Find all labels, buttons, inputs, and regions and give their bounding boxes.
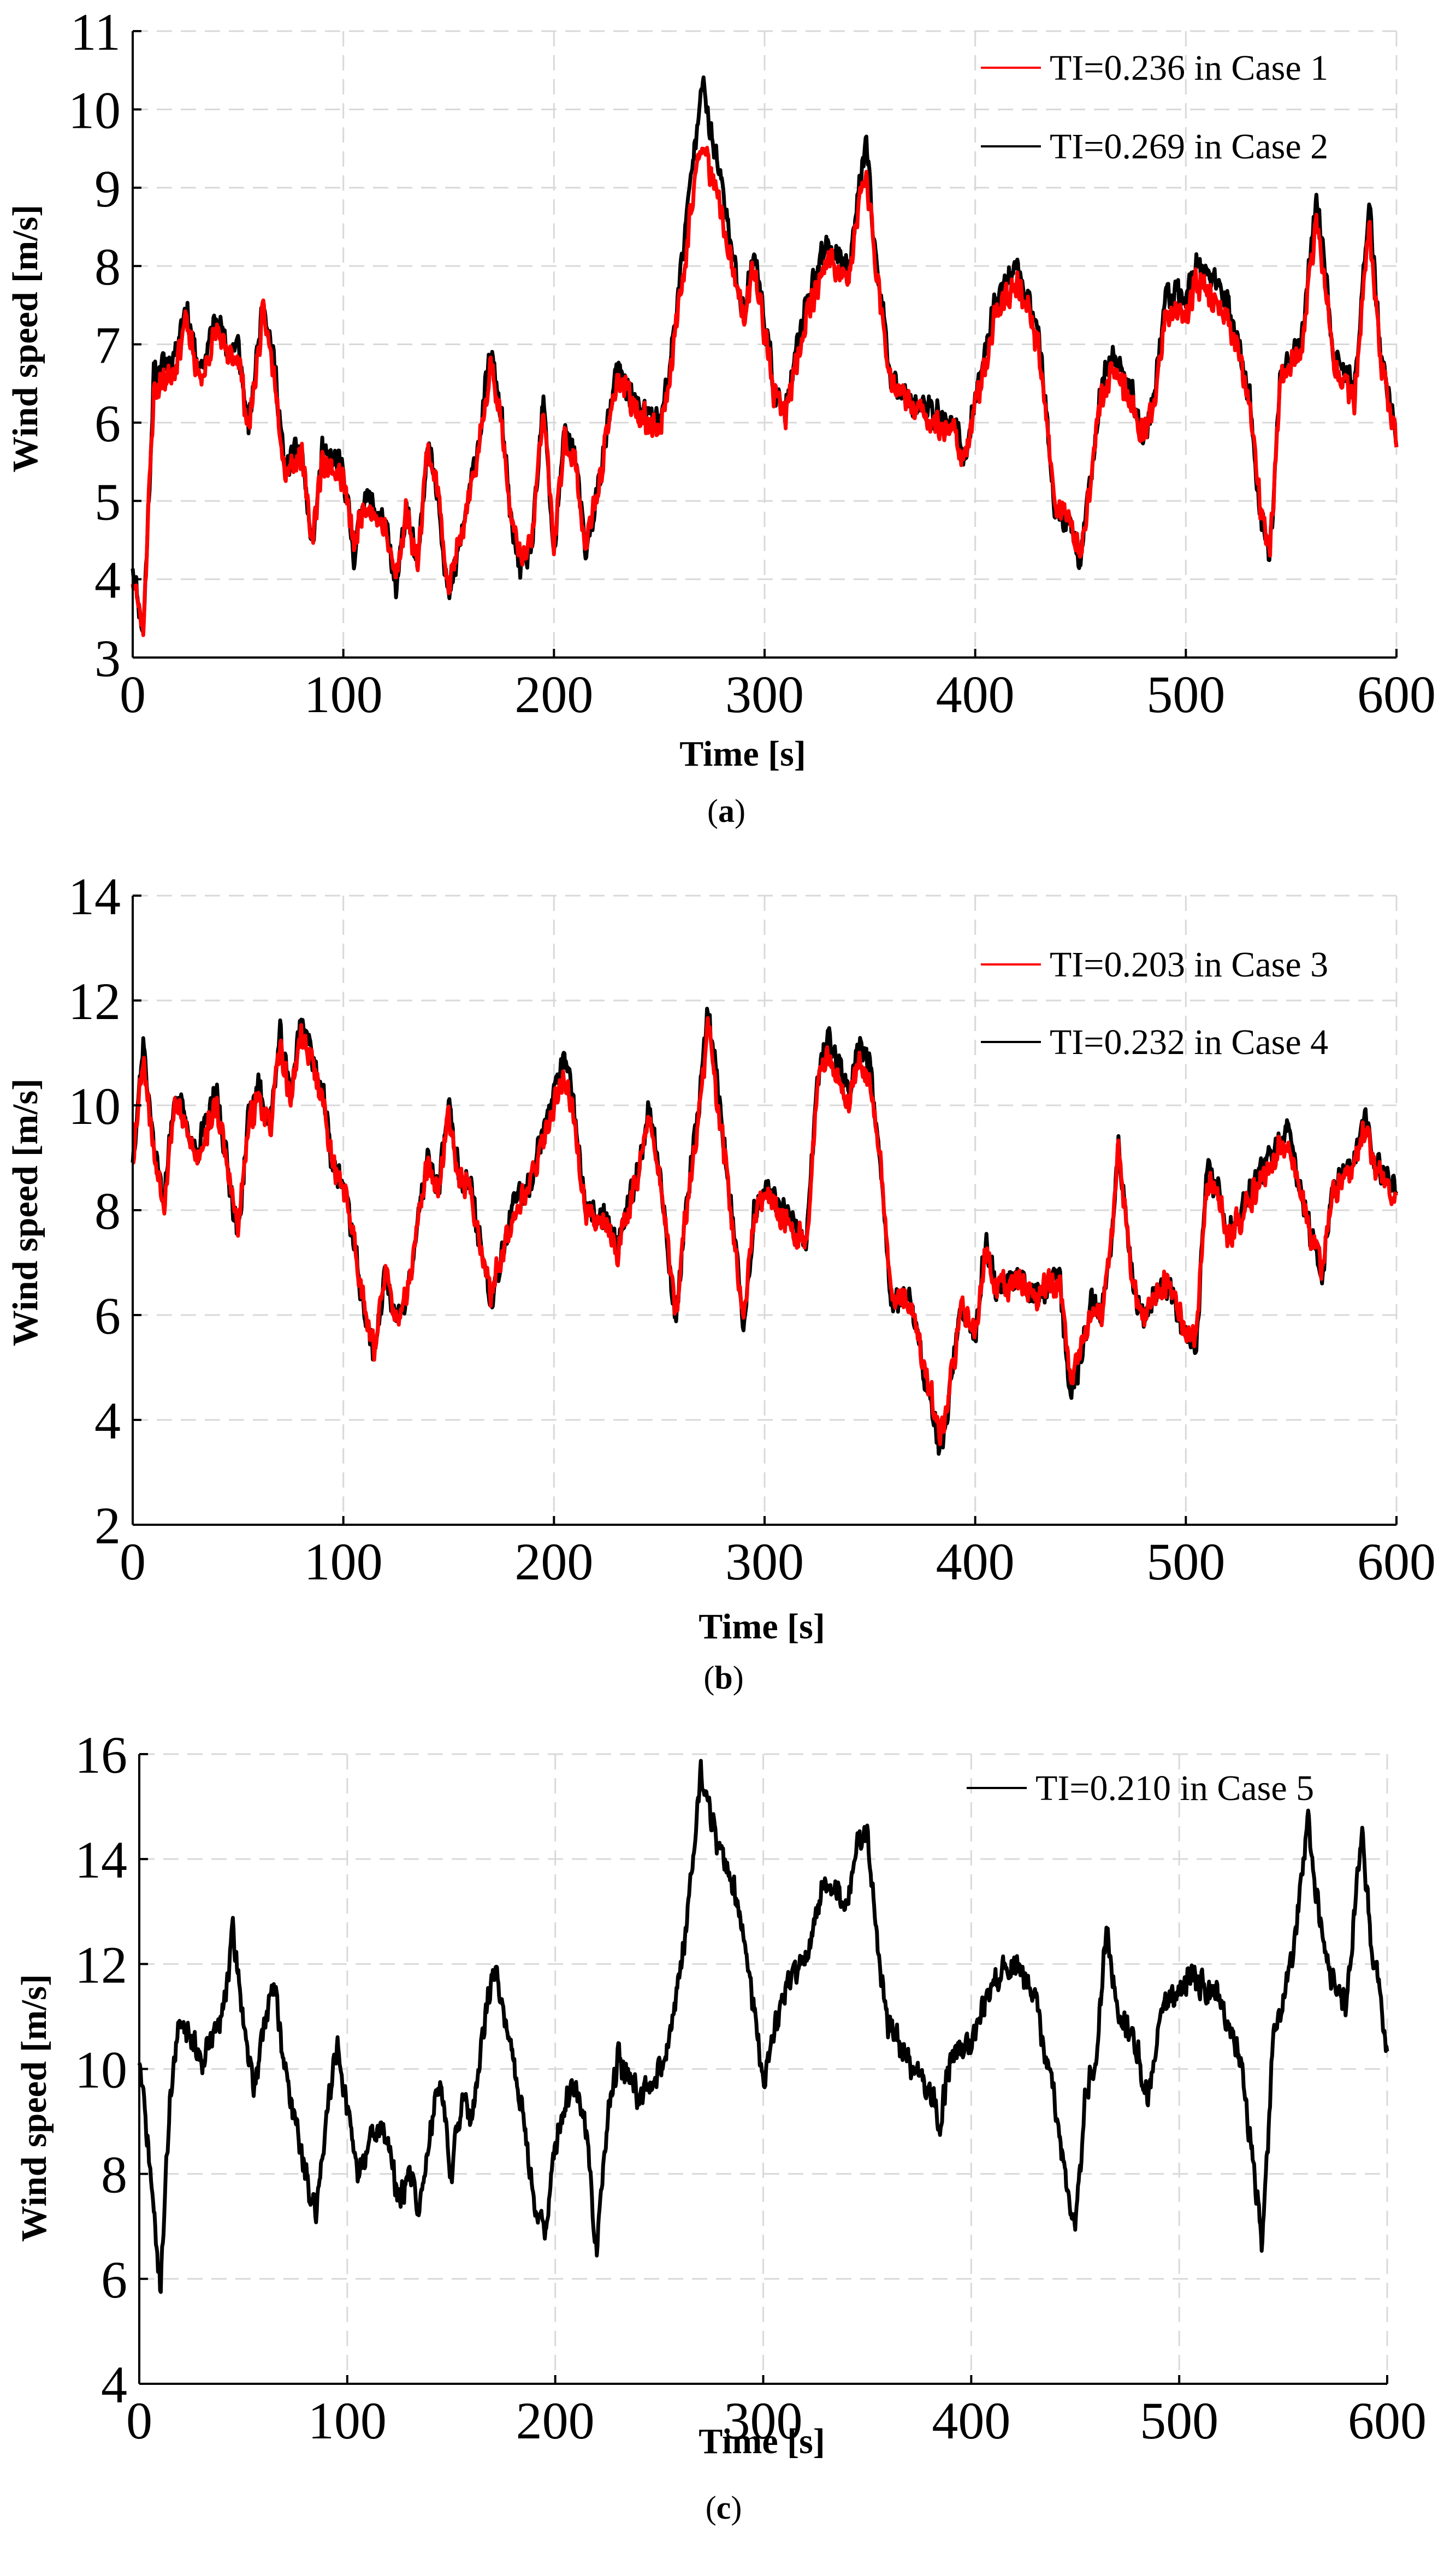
y-tick-label-b-2: 6 <box>94 1287 121 1345</box>
y-tick-label-c-6: 16 <box>75 1726 127 1784</box>
y-tick-label-a-2: 5 <box>94 472 121 531</box>
tick-labels-c: 0 100 200 300 400 500 600 4 6 8 10 12 14 16 <box>75 1726 1427 2450</box>
legend-label-case3: TI=0.203 in Case 3 <box>1050 945 1328 985</box>
legend-a: TI=0.236 in Case 1 TI=0.269 in Case 2 <box>981 48 1328 167</box>
series-line-a-1 <box>131 146 1399 637</box>
legend-label-case1: TI=0.236 in Case 1 <box>1050 48 1328 88</box>
series-b <box>131 1006 1399 1456</box>
legend-label-case5: TI=0.210 in Case 5 <box>1035 1768 1314 1808</box>
axes-a <box>132 30 1398 659</box>
x-axis-label-b: Time [s] <box>699 1607 825 1647</box>
axes-b <box>132 895 1398 1526</box>
y-tick-label-b-6: 14 <box>68 867 121 926</box>
y-axis-label-b: Wind speed [m/s] <box>5 1079 45 1346</box>
y-axis-label-c: Wind speed [m/s] <box>14 1974 54 2242</box>
grid-a <box>133 30 1398 658</box>
y-tick-label-b-1: 4 <box>94 1391 121 1450</box>
y-tick-label-b-4: 10 <box>68 1077 121 1135</box>
axes-c <box>138 1753 1388 2385</box>
x-tick-label-c-2: 200 <box>516 2391 595 2450</box>
grid-b <box>133 895 1398 1525</box>
caption-letter-a: a <box>718 793 735 829</box>
y-tick-label-b-5: 12 <box>68 972 121 1031</box>
x-tick-label-b-1: 100 <box>304 1532 383 1591</box>
y-axis-label-a: Wind speed [m/s] <box>5 205 45 472</box>
x-tick-label-a-3: 300 <box>725 665 804 724</box>
x-tick-label-a-1: 100 <box>304 665 383 724</box>
y-tick-label-c-5: 14 <box>75 1831 127 1889</box>
x-tick-label-c-5: 500 <box>1140 2391 1218 2450</box>
caption-a: (a) <box>707 793 745 829</box>
legend-label-case4: TI=0.232 in Case 4 <box>1050 1022 1328 1062</box>
x-tick-label-b-5: 500 <box>1146 1532 1225 1591</box>
y-tick-label-a-0: 3 <box>94 629 121 688</box>
y-tick-label-a-7: 10 <box>68 81 121 139</box>
legend-b: TI=0.203 in Case 3 TI=0.232 in Case 4 <box>981 945 1328 1062</box>
x-axis-label-a: Time [s] <box>679 734 806 774</box>
y-tick-label-c-3: 10 <box>75 2041 127 2099</box>
x-tick-label-a-2: 200 <box>514 665 593 724</box>
x-axis-label-c: Time [s] <box>699 2421 825 2461</box>
caption-letter-c: c <box>717 2490 731 2526</box>
x-tick-label-c-6: 600 <box>1348 2391 1427 2450</box>
y-tick-label-a-3: 6 <box>94 394 121 453</box>
y-tick-label-a-4: 7 <box>94 316 121 375</box>
y-tick-label-a-1: 4 <box>94 551 121 609</box>
y-tick-label-c-0: 4 <box>101 2355 127 2414</box>
y-tick-label-c-2: 8 <box>101 2146 127 2204</box>
y-tick-label-b-3: 8 <box>94 1182 121 1240</box>
y-tick-label-a-6: 9 <box>94 159 121 218</box>
tick-labels-a: 0 100 200 300 400 500 600 3 4 5 6 7 8 9 10 11 <box>68 3 1436 724</box>
x-tick-label-c-4: 400 <box>932 2391 1010 2450</box>
y-tick-label-b-0: 2 <box>94 1496 121 1555</box>
x-tick-label-c-3: 300 <box>724 2391 803 2450</box>
y-tick-label-a-8: 11 <box>70 3 121 61</box>
legend-label-case2: TI=0.269 in Case 2 <box>1050 127 1328 167</box>
series-line-c-0 <box>137 1758 1389 2294</box>
series-a <box>131 75 1399 637</box>
x-tick-label-b-2: 200 <box>514 1532 593 1591</box>
x-tick-label-a-5: 500 <box>1146 665 1225 724</box>
tick-labels-b: 0 100 200 300 400 500 600 2 4 6 8 10 12 14 <box>68 867 1436 1591</box>
x-tick-label-a-4: 400 <box>936 665 1015 724</box>
x-tick-label-b-0: 0 <box>120 1532 146 1591</box>
x-tick-label-a-0: 0 <box>120 665 146 724</box>
x-tick-label-a-6: 600 <box>1357 665 1436 724</box>
x-tick-label-c-1: 100 <box>308 2391 387 2450</box>
x-tick-label-b-4: 400 <box>936 1532 1015 1591</box>
x-tick-label-b-6: 600 <box>1357 1532 1436 1591</box>
caption-letter-b: b <box>714 1660 732 1696</box>
caption-b: (b) <box>703 1660 743 1696</box>
caption-c: (c) <box>706 2490 742 2526</box>
x-tick-label-c-0: 0 <box>126 2391 152 2450</box>
panel-b: 0 100 200 300 400 500 600 2 4 6 8 10 12 14 Time [s] W… <box>5 867 1436 1696</box>
y-tick-label-c-1: 6 <box>101 2251 127 2309</box>
y-tick-label-c-4: 12 <box>75 1935 127 1994</box>
x-tick-label-b-3: 300 <box>725 1532 804 1591</box>
series-c <box>137 1758 1389 2294</box>
legend-c: TI=0.210 in Case 5 <box>967 1768 1314 1808</box>
series-line-b-1 <box>131 1016 1399 1446</box>
y-tick-label-a-5: 8 <box>94 238 121 296</box>
